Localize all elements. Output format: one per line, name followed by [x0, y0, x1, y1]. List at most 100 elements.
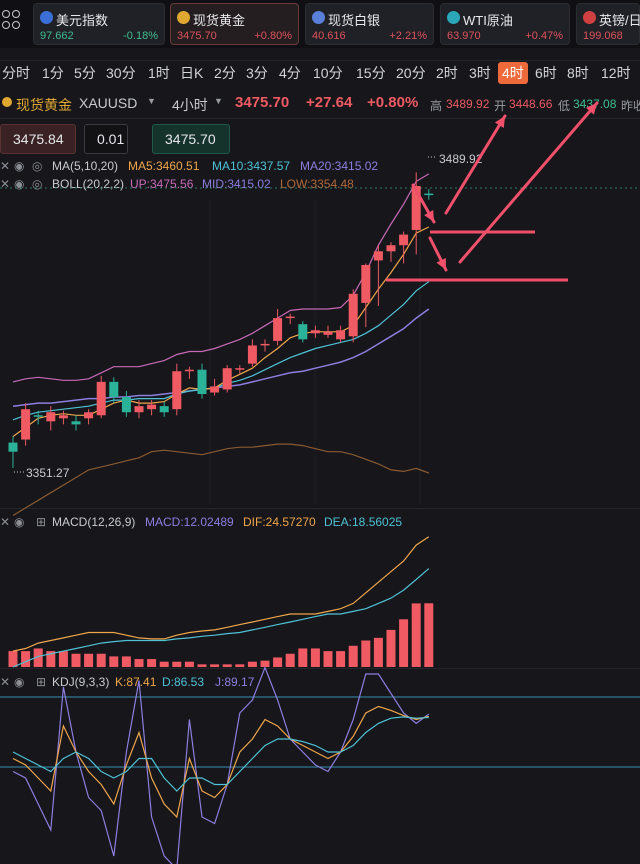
open-value: 3448.66	[509, 97, 553, 111]
kdj-indicator-line: ✕ ◉ ⊞ KDJ(9,3,3) K:87.41 D:86.53 J:89.17	[0, 675, 640, 691]
close-icon[interactable]: ✕	[0, 159, 11, 173]
timeframe-tab[interactable]: 1分	[42, 65, 64, 81]
price-change-pct: +0.80%	[367, 94, 419, 111]
buy-price-box[interactable]: 3475.70	[152, 124, 230, 154]
timeframe-tab[interactable]: 分时	[2, 65, 30, 81]
settings-icon[interactable]: ◎	[32, 177, 43, 191]
dea-line	[12, 568, 430, 668]
divider	[0, 508, 640, 509]
candle-body	[373, 251, 383, 261]
macd-bar	[348, 645, 358, 667]
timeframe-tab[interactable]: 日K	[180, 65, 204, 81]
timeframe-tab[interactable]: 10分	[313, 65, 343, 81]
timeframe-tab[interactable]: 2分	[214, 65, 236, 81]
ticker-price: 63.970	[447, 30, 481, 42]
candle-body	[172, 371, 182, 410]
ticker-card[interactable]: 现货黄金 3475.70 +0.80%	[170, 3, 299, 45]
k-line	[12, 705, 429, 819]
timeframe-tab[interactable]: 5分	[74, 65, 96, 81]
ticker-change: -0.18%	[123, 30, 158, 42]
chevron-down-icon[interactable]: ▼	[214, 96, 223, 106]
d-line	[12, 716, 429, 792]
ticker-price: 3475.70	[177, 30, 217, 42]
close-icon[interactable]: ✕	[0, 675, 11, 689]
eye-icon[interactable]: ◉	[14, 177, 25, 191]
ma20-value: MA20:3415.02	[300, 159, 379, 173]
low-label: 低	[558, 99, 571, 113]
silver-icon	[312, 11, 325, 24]
macd-bar	[109, 656, 119, 667]
j-line	[12, 665, 430, 864]
close-icon[interactable]: ✕	[0, 177, 11, 191]
symbol-name[interactable]: 现货黄金	[16, 97, 72, 113]
candle-body	[147, 404, 157, 410]
close-icon[interactable]: ✕	[0, 515, 11, 529]
macd-bar	[222, 664, 232, 667]
eye-icon[interactable]: ◉	[14, 159, 25, 173]
price-change: +27.64	[306, 94, 353, 111]
macd-bar	[247, 661, 257, 667]
eye-icon[interactable]: ◉	[14, 675, 25, 689]
macd-bar	[373, 637, 383, 667]
ticker-card[interactable]: 现货白银 40.616 +2.21%	[305, 3, 434, 45]
timeframe-tab[interactable]: 3时	[469, 65, 491, 81]
macd-bar	[298, 648, 308, 667]
timeframe-tab[interactable]: 3分	[246, 65, 268, 81]
macd-bar	[260, 660, 270, 667]
ticker-card[interactable]: WTI原油 63.970 +0.47%	[440, 3, 570, 45]
timeframe-tab[interactable]: 2时	[436, 65, 458, 81]
sell-price: 3475.84	[13, 131, 64, 147]
dea-value: DEA:18.56025	[324, 515, 403, 529]
timeframe-tab[interactable]: 12时	[601, 65, 631, 81]
candle-body	[323, 331, 333, 335]
candle-body	[336, 330, 346, 340]
macd-bar	[411, 603, 421, 667]
eye-icon[interactable]: ◉	[14, 515, 25, 529]
chevron-down-icon[interactable]: ▼	[147, 96, 156, 106]
macd-bar	[96, 653, 106, 667]
timeframe-tab[interactable]: 4分	[279, 65, 301, 81]
add-icon[interactable]: ⊞	[36, 515, 47, 529]
macd-bar	[147, 659, 157, 667]
candle-body	[210, 386, 220, 393]
timeframe-tab[interactable]: 1时	[148, 65, 170, 81]
d-value: D:86.53	[162, 675, 205, 689]
ticker-card[interactable]: 美元指数 97.662 -0.18%	[33, 3, 165, 45]
menu-icon[interactable]	[0, 8, 26, 38]
candle-body	[159, 406, 169, 413]
macd-bar	[210, 664, 220, 667]
period-label[interactable]: 4小时	[172, 97, 208, 113]
add-icon[interactable]: ⊞	[36, 675, 47, 689]
candle-body	[33, 415, 43, 417]
ticker-price: 199.068	[583, 30, 623, 42]
ma10-line	[12, 281, 430, 421]
ticker-change: +2.21%	[389, 30, 427, 42]
settings-icon[interactable]: ◎	[32, 159, 43, 173]
gold-icon	[2, 97, 12, 107]
lot-input[interactable]: 0.01	[84, 124, 128, 154]
timeframe-tab[interactable]: 30分	[106, 65, 136, 81]
ticker-change: +0.47%	[525, 30, 563, 42]
timeframe-tab[interactable]: 20分	[396, 65, 426, 81]
divider	[0, 668, 640, 669]
timeframe-tab[interactable]: 4时	[498, 62, 528, 84]
low-marker-label: 3351.27	[26, 466, 70, 480]
gold-icon	[177, 11, 190, 24]
buy-price: 3475.70	[165, 131, 216, 147]
high-value: 3489.92	[446, 97, 490, 111]
oil-icon	[447, 11, 460, 24]
timeframe-tab[interactable]: 15分	[356, 65, 386, 81]
symbol-code[interactable]: XAUUSD	[79, 95, 138, 111]
macd-bar	[336, 651, 346, 667]
current-price: 3475.70	[235, 94, 290, 111]
macd-bar	[399, 619, 409, 667]
us-flag-icon	[40, 11, 53, 24]
timeframe-tab[interactable]: 6时	[535, 65, 557, 81]
candle-body	[197, 369, 207, 395]
ticker-card[interactable]: 英镑/日 199.068	[576, 3, 640, 45]
ma20-line	[12, 308, 430, 407]
sell-price-box[interactable]: 3475.84	[0, 124, 76, 154]
timeframe-tab[interactable]: 8时	[567, 65, 589, 81]
candle-body	[46, 412, 56, 422]
uk-flag-icon	[583, 11, 596, 24]
